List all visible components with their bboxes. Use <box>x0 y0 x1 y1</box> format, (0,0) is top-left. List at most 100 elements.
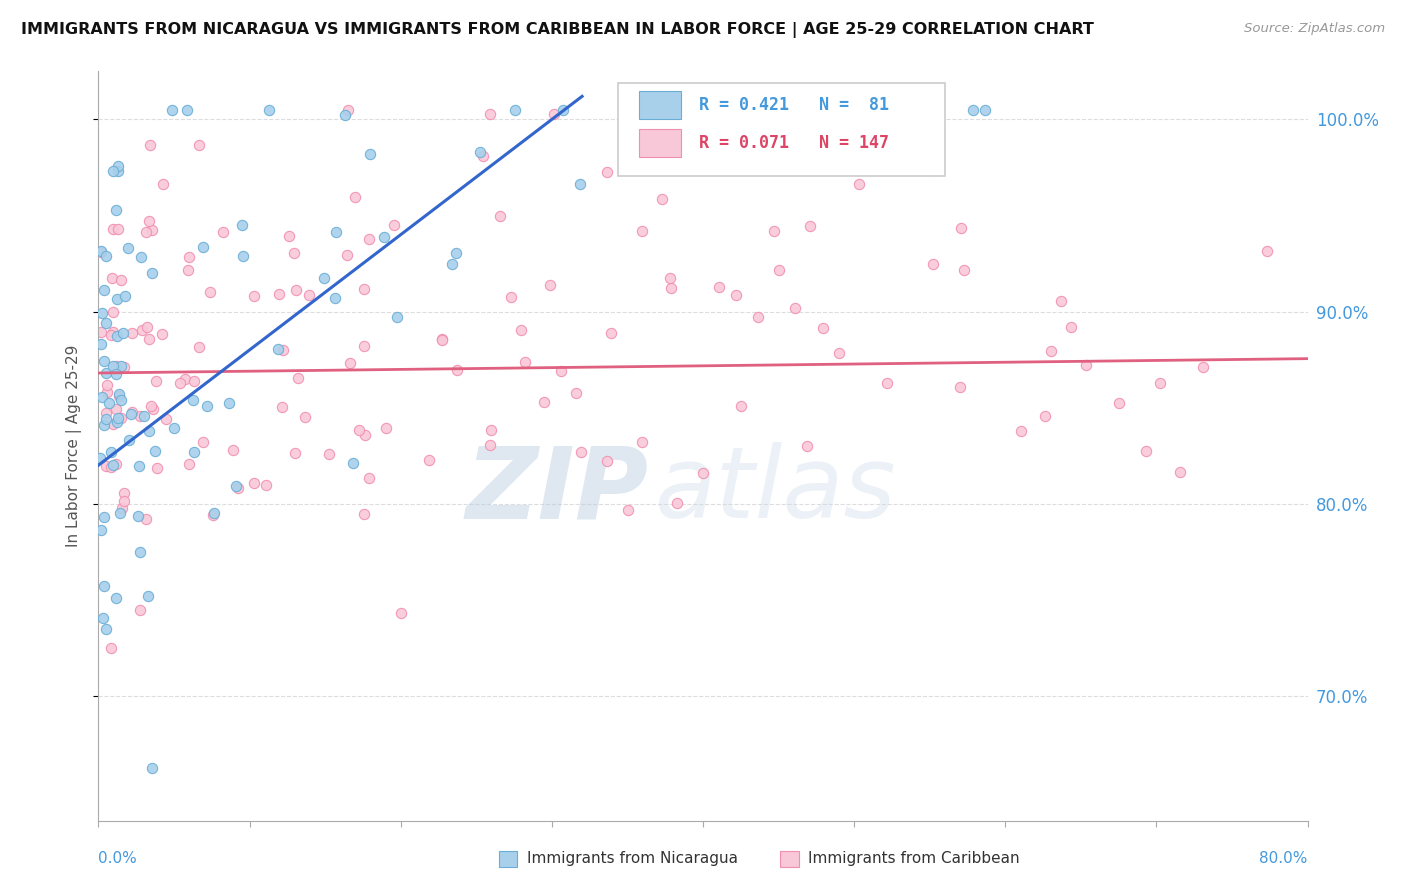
Point <box>89 451 111 466</box>
Point <box>110 273 132 287</box>
Point <box>90 326 112 340</box>
Point <box>1135 443 1157 458</box>
Point <box>876 376 898 390</box>
Point <box>110 410 132 425</box>
Point <box>285 283 308 297</box>
Point <box>225 479 247 493</box>
Point <box>617 502 640 516</box>
Point <box>129 545 152 559</box>
Point <box>1010 424 1032 438</box>
Point <box>470 145 492 159</box>
Point <box>803 103 825 117</box>
Point <box>385 310 408 324</box>
Point <box>112 494 135 508</box>
Point <box>96 377 118 392</box>
Point <box>114 288 136 302</box>
Point <box>353 339 375 353</box>
Point <box>135 225 157 239</box>
Point <box>796 439 818 453</box>
Point <box>104 457 127 471</box>
Point <box>339 356 361 370</box>
Point <box>103 222 125 236</box>
Point <box>811 321 834 335</box>
Point <box>177 457 200 471</box>
Point <box>354 428 377 442</box>
Point <box>138 137 160 152</box>
Point <box>93 509 115 524</box>
Point <box>353 507 375 521</box>
Point <box>181 393 204 408</box>
Point <box>96 458 118 473</box>
Point <box>730 399 752 413</box>
Point <box>187 340 209 354</box>
Point <box>222 442 245 457</box>
Point <box>127 509 149 524</box>
Point <box>195 399 218 413</box>
Point <box>271 343 294 358</box>
Text: IMMIGRANTS FROM NICARAGUA VS IMMIGRANTS FROM CARIBBEAN IN LABOR FORCE | AGE 25-2: IMMIGRANTS FROM NICARAGUA VS IMMIGRANTS … <box>21 22 1094 38</box>
Point <box>533 395 555 409</box>
Point <box>254 477 277 491</box>
Point <box>336 248 359 262</box>
Point <box>509 323 531 337</box>
Point <box>631 224 654 238</box>
Point <box>188 138 211 153</box>
Point <box>440 257 463 271</box>
Point <box>162 103 184 117</box>
Point <box>949 380 972 394</box>
Point <box>118 433 141 447</box>
Point <box>543 107 565 121</box>
Point <box>105 292 128 306</box>
Point <box>90 523 112 537</box>
Point <box>479 423 502 437</box>
Point <box>569 177 592 191</box>
Point <box>129 602 152 616</box>
Point <box>112 486 135 500</box>
Point <box>1168 465 1191 479</box>
Point <box>665 496 688 510</box>
Point <box>271 401 294 415</box>
Text: Immigrants from Caribbean: Immigrants from Caribbean <box>808 852 1021 866</box>
Point <box>121 405 143 419</box>
Point <box>922 163 945 178</box>
Point <box>785 301 807 315</box>
Point <box>112 359 135 374</box>
Point <box>93 611 115 625</box>
Point <box>94 366 117 380</box>
Point <box>104 202 127 217</box>
Point <box>120 407 142 421</box>
Point <box>692 466 714 480</box>
Point <box>232 249 254 263</box>
Point <box>142 402 165 417</box>
Point <box>138 425 160 439</box>
Point <box>108 387 131 401</box>
Point <box>107 222 129 236</box>
Point <box>96 406 118 420</box>
Text: atlas: atlas <box>655 442 896 540</box>
Point <box>100 445 122 459</box>
Point <box>111 501 134 516</box>
Point <box>342 456 364 470</box>
Point <box>90 245 112 260</box>
Point <box>973 103 995 117</box>
Point <box>430 333 453 347</box>
Point <box>226 481 249 495</box>
Point <box>1049 293 1071 308</box>
Point <box>198 285 221 299</box>
Point <box>389 606 412 620</box>
Point <box>257 103 280 117</box>
Point <box>515 355 537 369</box>
Point <box>658 271 681 285</box>
Point <box>169 376 191 390</box>
Point <box>101 325 124 339</box>
Point <box>146 460 169 475</box>
Point <box>105 329 128 343</box>
Point <box>108 506 131 520</box>
Point <box>107 159 129 173</box>
Point <box>659 281 682 295</box>
Point <box>143 444 166 458</box>
Point <box>152 178 174 192</box>
Point <box>191 435 214 450</box>
Point <box>176 103 198 117</box>
Point <box>325 291 347 305</box>
